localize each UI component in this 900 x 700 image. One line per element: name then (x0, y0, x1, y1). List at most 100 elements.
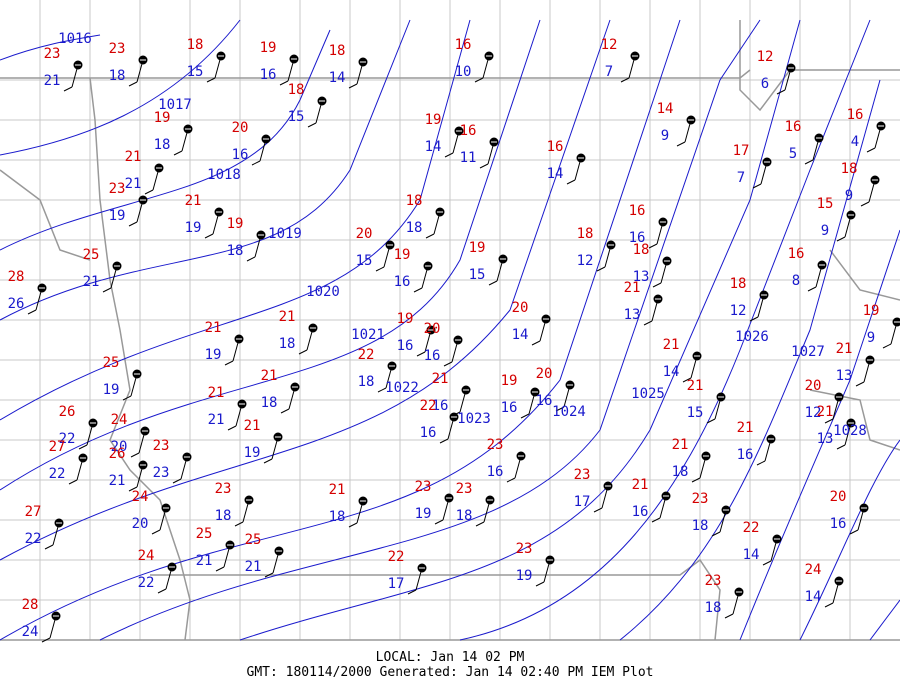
dewpoint: 18 (227, 243, 244, 259)
temperature: 17 (733, 143, 750, 159)
wind-barb-tick (263, 458, 273, 464)
wind-barb-tick (756, 460, 766, 466)
dewpoint: 13 (836, 368, 853, 384)
temperature: 23 (574, 467, 591, 483)
temperature: 19 (863, 303, 880, 319)
wind-barb-tick (762, 560, 772, 566)
wind-barb-tick (824, 602, 834, 608)
temperature: 16 (788, 246, 805, 262)
temperature: 24 (132, 489, 149, 505)
dewpoint: 14 (329, 70, 346, 86)
dewpoint: 16 (420, 425, 437, 441)
wind-barb-tick (620, 77, 630, 83)
dewpoint: 5 (789, 146, 797, 162)
temperature: 18 (633, 242, 650, 258)
temperature: 19 (260, 40, 277, 56)
temperature: 20 (805, 378, 822, 394)
temperature: 21 (817, 404, 834, 420)
wind-barb-tick (804, 159, 814, 165)
wind-barb-tick (204, 233, 214, 239)
wind-barb-tick (27, 309, 37, 315)
dewpoint: 22 (59, 431, 76, 447)
wind-barb-tick (593, 507, 603, 513)
dewpoint: 14 (512, 327, 529, 343)
isobar-label: 1024 (552, 404, 586, 420)
temperature: 25 (245, 532, 262, 548)
temperature: 21 (329, 482, 346, 498)
dewpoint: 21 (196, 553, 213, 569)
dewpoint: 16 (487, 464, 504, 480)
temperature: 16 (460, 123, 477, 139)
temperature: 22 (420, 398, 437, 414)
dewpoint: 14 (805, 589, 822, 605)
temperature: 21 (687, 378, 704, 394)
dewpoint: 7 (737, 170, 745, 186)
temperature: 24 (138, 548, 155, 564)
temperature: 19 (154, 110, 171, 126)
wind-barb-tick (41, 637, 51, 643)
wind-barb-tick (375, 266, 385, 272)
isobar-label: 1016 (58, 31, 92, 47)
wind-barb-tick (443, 361, 453, 367)
wind-barb-tick (849, 529, 859, 535)
dewpoint: 20 (132, 516, 149, 532)
dewpoint: 13 (624, 307, 641, 323)
wind-barb-tick (102, 287, 112, 293)
dewpoint: 19 (516, 568, 533, 584)
wind-barb-tick (836, 444, 846, 450)
isobar-label: 1018 (207, 167, 241, 183)
wind-barb-tick (711, 531, 721, 537)
wind-barb-tick (234, 521, 244, 527)
state-borders (0, 20, 900, 641)
temperature: 23 (692, 491, 709, 507)
dewpoint: 16 (629, 230, 646, 246)
temperature: 21 (432, 371, 449, 387)
dewpoint: 14 (425, 139, 442, 155)
dewpoint: 14 (743, 547, 760, 563)
wind-barb-tick (488, 280, 498, 286)
temperature: 28 (8, 269, 25, 285)
temperature: 23 (705, 573, 722, 589)
wind-barb-tick (596, 266, 606, 272)
isobar-label: 1019 (268, 226, 302, 242)
dewpoint: 18 (109, 68, 126, 84)
dewpoint: 16 (536, 393, 553, 409)
wind-barb-tick (128, 81, 138, 87)
dewpoint: 18 (358, 374, 375, 390)
wind-barb-tick (724, 613, 734, 619)
dewpoint: 16 (232, 147, 249, 163)
temperature: 21 (836, 341, 853, 357)
temperature: 18 (406, 193, 423, 209)
wind-barb-tick (566, 179, 576, 185)
wind-barb-tick (434, 519, 444, 525)
wind-barb-tick (44, 544, 54, 550)
temperature: 19 (469, 240, 486, 256)
wind-barb-tick (416, 351, 426, 357)
temperature: 20 (830, 489, 847, 505)
isobar-label: 1023 (457, 411, 491, 427)
isobar-label: 1028 (833, 423, 867, 439)
temperature: 21 (632, 477, 649, 493)
temperature: 19 (397, 311, 414, 327)
wind-barb-tick (807, 286, 817, 292)
temperature: 20 (536, 366, 553, 382)
wind-barb-tick (227, 425, 237, 431)
wind-barb-tick (78, 444, 88, 450)
temperature: 21 (663, 337, 680, 353)
dewpoint: 22 (138, 575, 155, 591)
dewpoint: 16 (260, 67, 277, 83)
temperature: 23 (153, 438, 170, 454)
dewpoint: 16 (737, 447, 754, 463)
isobar-label: 1025 (631, 386, 665, 402)
dewpoint: 16 (432, 398, 449, 414)
wind-barb-tick (474, 77, 484, 83)
dewpoint: 8 (792, 273, 800, 289)
temperature: 24 (111, 412, 128, 428)
wind-barb-tick (172, 478, 182, 484)
temperature: 16 (785, 119, 802, 135)
dewpoint: 21 (245, 559, 262, 575)
temperature: 25 (103, 355, 120, 371)
temperature: 27 (49, 439, 66, 455)
dewpoint: 15 (469, 267, 486, 283)
